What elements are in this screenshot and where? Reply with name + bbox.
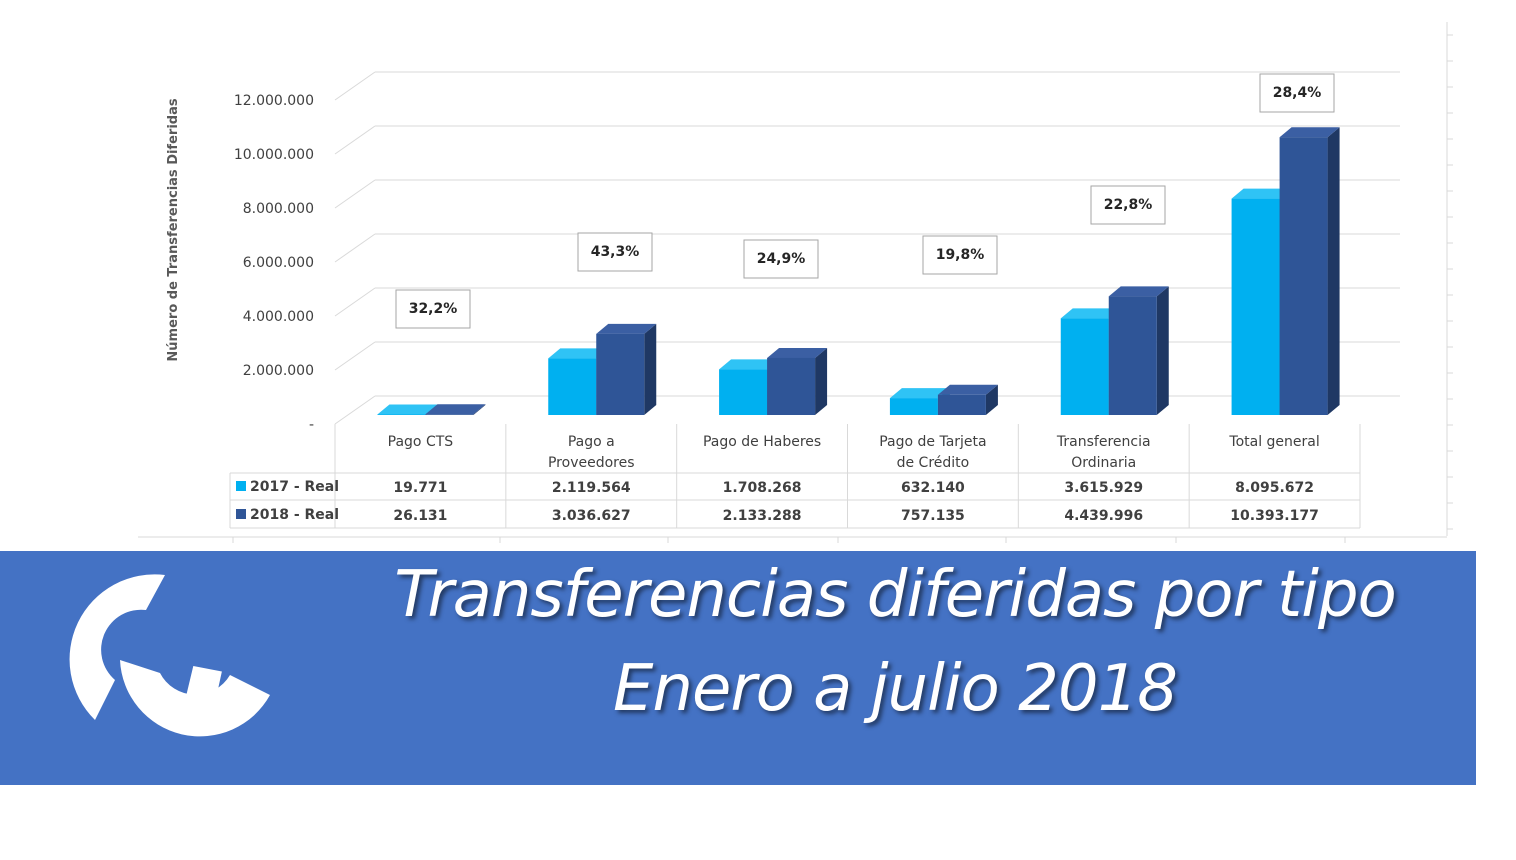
category-label: de Crédito [897, 455, 970, 471]
annotation-label: 22,8% [1104, 197, 1153, 213]
data-table-value: 2.119.564 [552, 480, 631, 496]
annotation-box [577, 232, 653, 272]
bar-2018-real [1279, 137, 1328, 416]
gridline-depth [334, 125, 376, 155]
category-label: Transferencia [1056, 434, 1151, 450]
annotation-label: 19,8% [936, 247, 985, 263]
data-table-value: 4.439.996 [1064, 508, 1143, 524]
y-tick-label: 6.000.000 [243, 255, 314, 271]
bar-top [767, 347, 828, 358]
chart-title-line-2: Enero a julio 2018 [612, 652, 1178, 726]
bar-top [719, 359, 780, 370]
annotation-label: 24,9% [757, 251, 806, 267]
y-tick-label: 2.000.000 [243, 363, 314, 379]
bar-2017-real [1231, 198, 1280, 415]
bar-chart: - 2.000.000 4.000.000 6.000.000 8.000.000 10.… [138, 22, 1453, 543]
annotation-box [1090, 185, 1166, 225]
data-table-value: 3.036.627 [552, 508, 631, 524]
data-table-value: 8.095.672 [1235, 480, 1314, 496]
legend-label: 2017 - Real [250, 479, 339, 495]
category-label: Total general [1228, 434, 1319, 450]
annotation-label: 28,4% [1273, 85, 1322, 101]
data-table-value: 3.615.929 [1064, 480, 1143, 496]
annotation-label: 43,3% [591, 244, 640, 260]
bar-side [815, 347, 828, 415]
data-table-value: 19.771 [393, 480, 447, 496]
data-table-value: 632.140 [901, 480, 965, 496]
bar-2017-real [889, 398, 938, 415]
data-table-value: 757.135 [901, 508, 965, 524]
annotation-box [922, 235, 998, 275]
title-banner [0, 551, 1476, 785]
bar-2017-real [548, 358, 597, 415]
category-label: Pago CTS [388, 434, 454, 450]
gridline-depth [334, 233, 376, 263]
annotation-box [743, 239, 819, 279]
bar-top [1279, 127, 1340, 138]
category-label: Proveedores [548, 455, 635, 471]
bar-top [1108, 286, 1169, 297]
category-label: Pago a [568, 434, 615, 450]
bar-top [889, 388, 950, 399]
y-tick-label: 10.000.000 [234, 147, 314, 163]
category-label: Pago de Haberes [703, 434, 821, 450]
bar-side [473, 404, 486, 415]
bar-top [377, 404, 438, 415]
bar-2018-real [767, 357, 816, 415]
bar-2017-real [377, 414, 426, 415]
gridline-depth [334, 287, 376, 317]
bar-2018-real [596, 333, 645, 415]
bar-side [1327, 127, 1340, 416]
gridline-depth [334, 341, 376, 371]
bar-2018-real [425, 414, 474, 415]
bar-2017-real [1060, 318, 1109, 415]
category-label: Ordinaria [1071, 455, 1136, 471]
annotation-label: 32,2% [409, 301, 458, 317]
bar-top [937, 384, 998, 395]
bar-top [548, 348, 609, 359]
bar-top [596, 323, 657, 334]
legend-label: 2018 - Real [250, 507, 339, 523]
bar-2018-real [937, 394, 986, 415]
data-table-value: 1.708.268 [723, 480, 802, 496]
legend-swatch [236, 481, 246, 491]
y-axis-title: Número de Transferencias Diferidas [166, 98, 181, 361]
bar-side [985, 384, 998, 415]
bar-2017-real [719, 369, 768, 415]
bar-top [1060, 308, 1121, 319]
gridline-depth [334, 395, 376, 425]
cc-logo-icon [69, 574, 270, 737]
gridline-depth [334, 179, 376, 209]
bar-side [644, 323, 657, 415]
legend-swatch [236, 509, 246, 519]
data-table-value: 26.131 [393, 508, 447, 524]
bar-side [1156, 286, 1169, 415]
category-label: Pago de Tarjeta [879, 434, 986, 450]
y-tick-label: 8.000.000 [243, 201, 314, 217]
annotation-box [1259, 73, 1335, 113]
data-table-value: 10.393.177 [1230, 508, 1319, 524]
bar-top [1231, 188, 1292, 199]
bar-2018-real [1108, 296, 1157, 415]
data-table-value: 2.133.288 [723, 508, 802, 524]
chart-title-line-1: Transferencias diferidas por tipo [394, 558, 1397, 632]
gridline-depth [334, 71, 376, 101]
y-tick-label: 4.000.000 [243, 309, 314, 325]
y-tick-label: - [309, 417, 314, 433]
y-tick-label: 12.000.000 [234, 93, 314, 109]
bar-top [425, 404, 486, 415]
annotation-box [395, 289, 471, 329]
